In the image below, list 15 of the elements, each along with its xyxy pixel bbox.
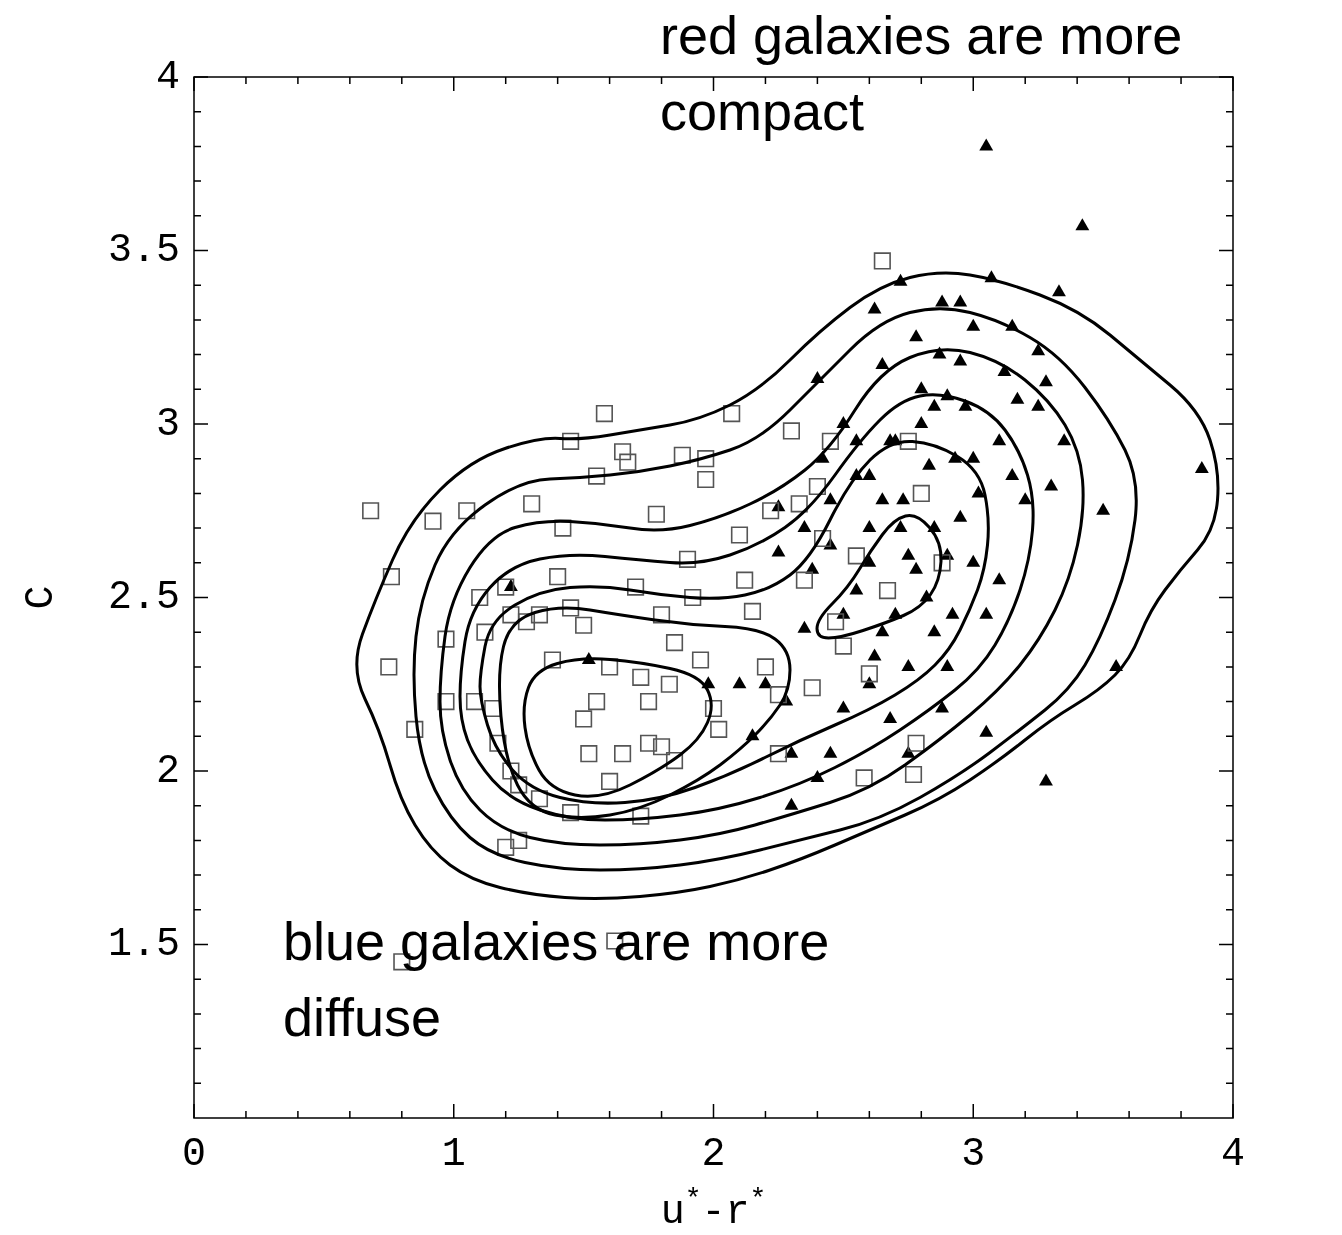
x-tick-label: 0 xyxy=(181,1131,207,1177)
x-tick-label: 3 xyxy=(961,1131,986,1177)
y-tick-label: 2 xyxy=(155,748,180,794)
y-axis-title: C xyxy=(19,585,64,610)
y-tick-label: 4 xyxy=(155,54,180,100)
x-tick-label: 4 xyxy=(1220,1131,1246,1177)
x-tick-label: 2 xyxy=(701,1131,726,1177)
y-tick-label: 2.5 xyxy=(107,575,180,621)
x-axis-title: u*-r* xyxy=(660,1184,767,1235)
y-tick-label: 3.5 xyxy=(107,228,180,274)
x-tick-label: 1 xyxy=(441,1131,466,1177)
annotation: blue galaxies are more diffuse xyxy=(283,910,830,1047)
y-tick-label: 3 xyxy=(155,401,180,447)
annotation: red galaxies are more compact xyxy=(660,4,1183,141)
y-tick-label: 1.5 xyxy=(107,922,180,968)
